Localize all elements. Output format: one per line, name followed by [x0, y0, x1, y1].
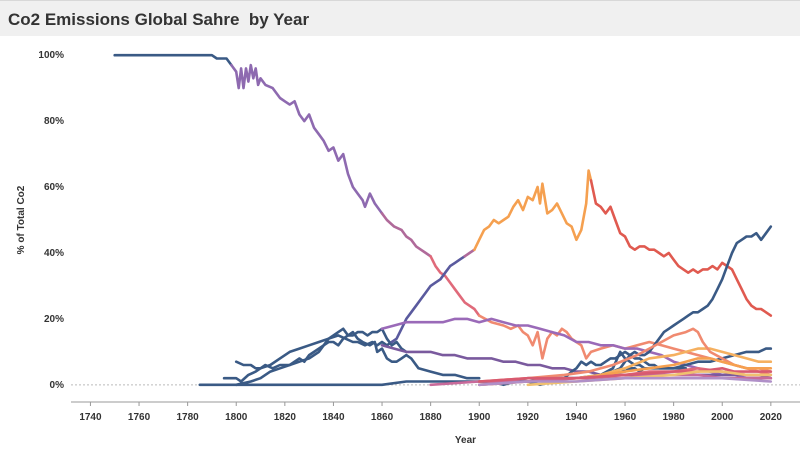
x-tick-label: 1740	[79, 412, 102, 423]
series-line-10	[463, 248, 476, 258]
x-tick-label: 1780	[177, 412, 200, 423]
x-tick-label: 1760	[128, 412, 151, 423]
chart-title: Co2 Emissions Global Sahre by Year	[8, 10, 310, 29]
y-tick-label: 100%	[38, 50, 64, 61]
series-line-6	[234, 327, 481, 387]
series-line-3	[380, 212, 432, 258]
y-tick-label: 80%	[44, 116, 64, 127]
line-chart: 0%20%40%60%80%100% 1740 1760 1780 1800 1820 1…	[16, 50, 800, 446]
x-tick-label: 1860	[371, 412, 394, 423]
y-tick-label: 0%	[50, 380, 65, 391]
x-tick-label: 1880	[420, 412, 443, 423]
series-line-1	[113, 53, 233, 67]
series-line-12	[589, 179, 773, 317]
x-tick-label: 1800	[225, 412, 248, 423]
x-tick-label: 1900	[468, 412, 491, 423]
x-tick-label: 1840	[322, 412, 345, 423]
y-tick-label: 40%	[44, 248, 64, 259]
series-line-7	[222, 334, 394, 383]
x-tick-label: 1940	[565, 412, 588, 423]
series-line-21	[599, 357, 773, 377]
series-line-8	[234, 327, 408, 370]
x-axis: 1740 1760 1780 1800 1820 1840 1860 1880 1900 1920…	[79, 402, 782, 423]
series-layer	[113, 53, 773, 387]
x-tick-label: 1820	[274, 412, 297, 423]
x-tick-label: 1960	[614, 412, 637, 423]
series-line-15	[198, 225, 773, 387]
title-bar: Co2 Emissions Global Sahre by Year	[0, 0, 800, 36]
series-line-26	[477, 376, 773, 387]
series-line-5	[477, 314, 773, 377]
x-axis-title: Year	[455, 435, 476, 446]
x-tick-label: 1920	[517, 412, 540, 423]
y-axis-title: % of Total Co2	[16, 185, 27, 254]
series-line-11	[473, 169, 593, 251]
series-line-4	[429, 255, 481, 317]
y-tick-label: 60%	[44, 182, 64, 193]
series-line-2	[230, 63, 384, 215]
y-tick-label: 20%	[44, 314, 64, 325]
x-tick-label: 2020	[760, 412, 783, 423]
x-tick-label: 2000	[711, 412, 734, 423]
x-tick-label: 1980	[663, 412, 686, 423]
series-line-9	[390, 255, 467, 344]
y-axis: 0% 20% 40% 60% 80% 100%	[38, 50, 64, 391]
